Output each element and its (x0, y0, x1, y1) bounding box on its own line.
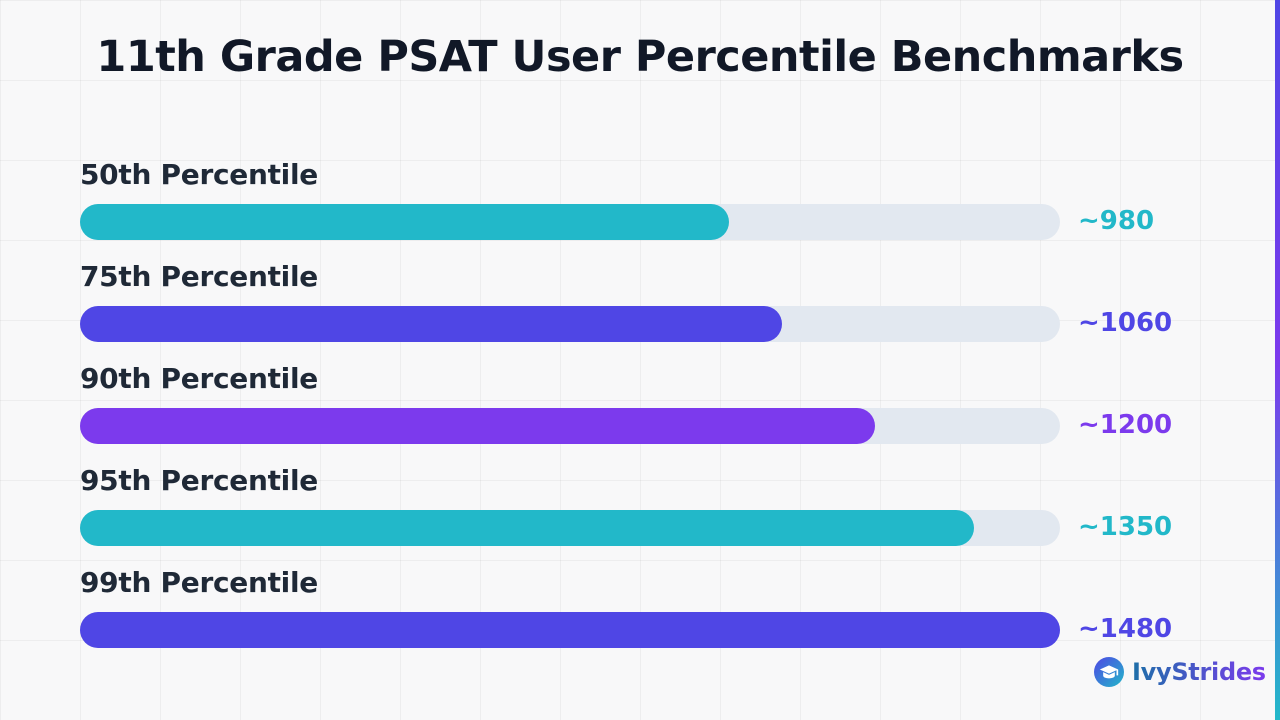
bar (80, 408, 875, 444)
bar (80, 306, 782, 342)
bar-track (80, 204, 1060, 240)
bar-row: 90th Percentile ~1200 (80, 362, 1200, 452)
bar-row: 75th Percentile ~1060 (80, 260, 1200, 350)
data-label: ~1200 (1078, 410, 1173, 440)
bar (80, 204, 729, 240)
data-label: ~1480 (1078, 614, 1173, 644)
data-label: ~1350 (1078, 512, 1173, 542)
bar-track (80, 510, 1060, 546)
category-label: 75th Percentile (80, 260, 318, 293)
brand-logo: IvyStrides (1094, 655, 1266, 689)
chart-title: 11th Grade PSAT User Percentile Benchmar… (96, 32, 1184, 82)
bar (80, 510, 974, 546)
bar-row: 95th Percentile ~1350 (80, 464, 1200, 554)
bar-track (80, 306, 1060, 342)
category-label: 99th Percentile (80, 566, 318, 599)
brand-name: IvyStrides (1132, 658, 1266, 686)
bar (80, 612, 1060, 648)
bar-track (80, 408, 1060, 444)
bar-track (80, 612, 1060, 648)
data-label: ~1060 (1078, 308, 1173, 338)
category-label: 50th Percentile (80, 158, 318, 191)
bar-row: 99th Percentile ~1480 (80, 566, 1200, 656)
category-label: 90th Percentile (80, 362, 318, 395)
right-accent-bar (1275, 0, 1280, 720)
category-label: 95th Percentile (80, 464, 318, 497)
data-label: ~980 (1078, 206, 1155, 236)
bar-row: 50th Percentile ~980 (80, 158, 1200, 248)
graduation-cap-icon (1094, 657, 1124, 687)
